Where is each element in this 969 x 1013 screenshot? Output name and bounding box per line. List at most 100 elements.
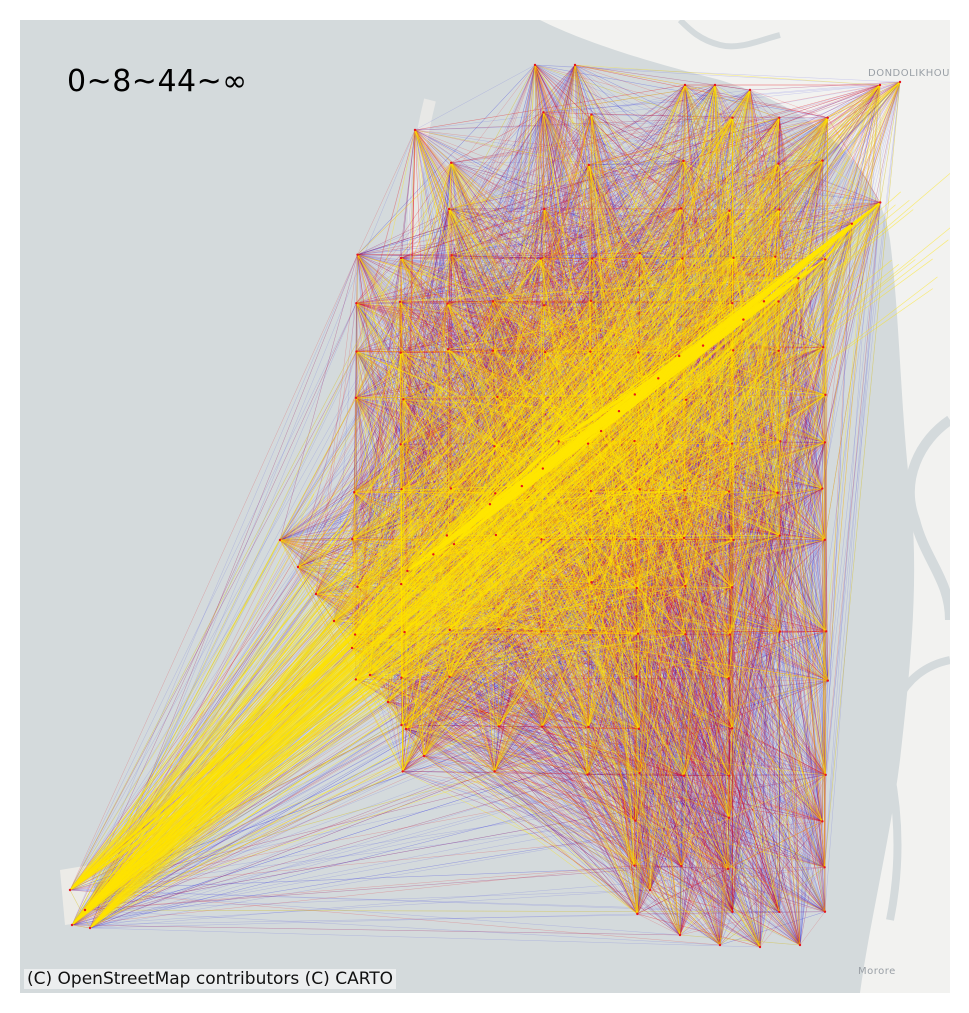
flow-line xyxy=(404,208,545,633)
flow-line xyxy=(404,631,651,891)
flow-line xyxy=(355,634,686,680)
flow-line xyxy=(635,633,639,821)
flow-line xyxy=(69,889,91,929)
flow-line xyxy=(590,300,686,587)
river-channel-south xyxy=(883,656,950,921)
flow-line xyxy=(679,84,716,936)
flow-line xyxy=(587,587,637,775)
flow-line xyxy=(636,587,682,867)
flow-line xyxy=(728,492,778,818)
flow-line xyxy=(639,301,765,774)
flow-line xyxy=(574,64,640,729)
flow-line xyxy=(357,254,733,912)
flow-line xyxy=(357,160,823,588)
flow-line xyxy=(356,397,543,469)
flow-line xyxy=(590,208,682,352)
flow-line xyxy=(400,257,620,412)
flow-line xyxy=(356,397,495,447)
flow-line xyxy=(680,208,685,538)
flow-line xyxy=(732,303,826,912)
flow-line xyxy=(590,492,778,631)
flow-line xyxy=(356,64,576,352)
flow-line xyxy=(534,64,826,396)
flow-line xyxy=(702,160,823,346)
flow-line xyxy=(450,64,576,489)
flow-line xyxy=(639,252,733,304)
flow-line xyxy=(685,585,761,948)
flow-line xyxy=(400,160,823,353)
flow-line xyxy=(497,64,576,397)
flow-line xyxy=(799,680,829,946)
flow-line xyxy=(333,257,402,622)
flow-line xyxy=(592,117,828,259)
flow-line xyxy=(541,319,744,727)
flow-line xyxy=(498,726,730,776)
flow-line xyxy=(451,255,826,912)
flow-line xyxy=(355,208,450,398)
flow-line xyxy=(492,301,495,447)
land-area-north xyxy=(620,20,950,76)
flow-line xyxy=(534,64,778,493)
flow-line xyxy=(447,303,546,353)
map-svg[interactable] xyxy=(20,20,950,993)
flow-line xyxy=(354,117,780,493)
flow-line xyxy=(402,771,635,866)
flow-line xyxy=(684,84,733,118)
flow-line xyxy=(778,301,823,822)
flow-line xyxy=(728,209,780,818)
flow-line xyxy=(759,350,779,948)
flow-line xyxy=(685,631,780,635)
flow-line xyxy=(400,444,733,729)
flow-line xyxy=(356,255,452,304)
flow-line xyxy=(685,399,823,822)
flow-line xyxy=(357,254,733,304)
flow-line xyxy=(679,537,685,936)
flow-line xyxy=(618,410,828,681)
flow-line xyxy=(414,129,450,210)
flow-line xyxy=(498,160,684,630)
flow-line xyxy=(297,258,683,568)
flow-line xyxy=(492,301,500,727)
flow-line xyxy=(357,254,734,351)
flow-line xyxy=(589,539,640,774)
flow-line xyxy=(634,350,779,866)
flow-line xyxy=(447,303,744,320)
flow-line xyxy=(354,634,730,776)
river-channel-east xyxy=(904,415,950,621)
flow-line xyxy=(450,162,637,677)
flow-line xyxy=(400,129,416,585)
flow-line xyxy=(495,534,801,946)
flow-line xyxy=(387,701,543,727)
flow-line xyxy=(498,117,733,630)
flow-line xyxy=(639,489,733,912)
flow-line xyxy=(636,489,685,589)
flow-line xyxy=(685,84,716,635)
flow-line xyxy=(589,442,825,540)
map-canvas[interactable]: 0~8~44~∞ DONDOLIKHOU Morore (C) OpenStre… xyxy=(20,20,950,993)
flow-line xyxy=(534,64,828,118)
flow-line xyxy=(588,164,827,632)
flow-line xyxy=(541,350,734,727)
flow-line xyxy=(351,164,590,649)
flow-line xyxy=(71,84,686,926)
flow-line xyxy=(400,258,593,445)
flow-line xyxy=(450,162,637,677)
flow-line xyxy=(636,394,826,589)
flow-line xyxy=(637,492,778,914)
flow-line xyxy=(684,490,801,946)
flow-line xyxy=(799,81,901,946)
flow-line xyxy=(414,129,448,536)
flow-line xyxy=(590,258,593,492)
flow-line xyxy=(89,927,761,948)
flow-line xyxy=(399,301,408,571)
flow-line xyxy=(71,817,730,926)
flow-line xyxy=(387,631,827,703)
flow-line xyxy=(333,620,721,946)
flow-line xyxy=(587,587,733,775)
flow-line xyxy=(354,117,733,635)
flow-line xyxy=(447,64,576,304)
flow-line xyxy=(729,301,779,635)
flow-line xyxy=(649,587,733,891)
flow-line xyxy=(685,443,733,587)
flow-line xyxy=(492,117,780,302)
